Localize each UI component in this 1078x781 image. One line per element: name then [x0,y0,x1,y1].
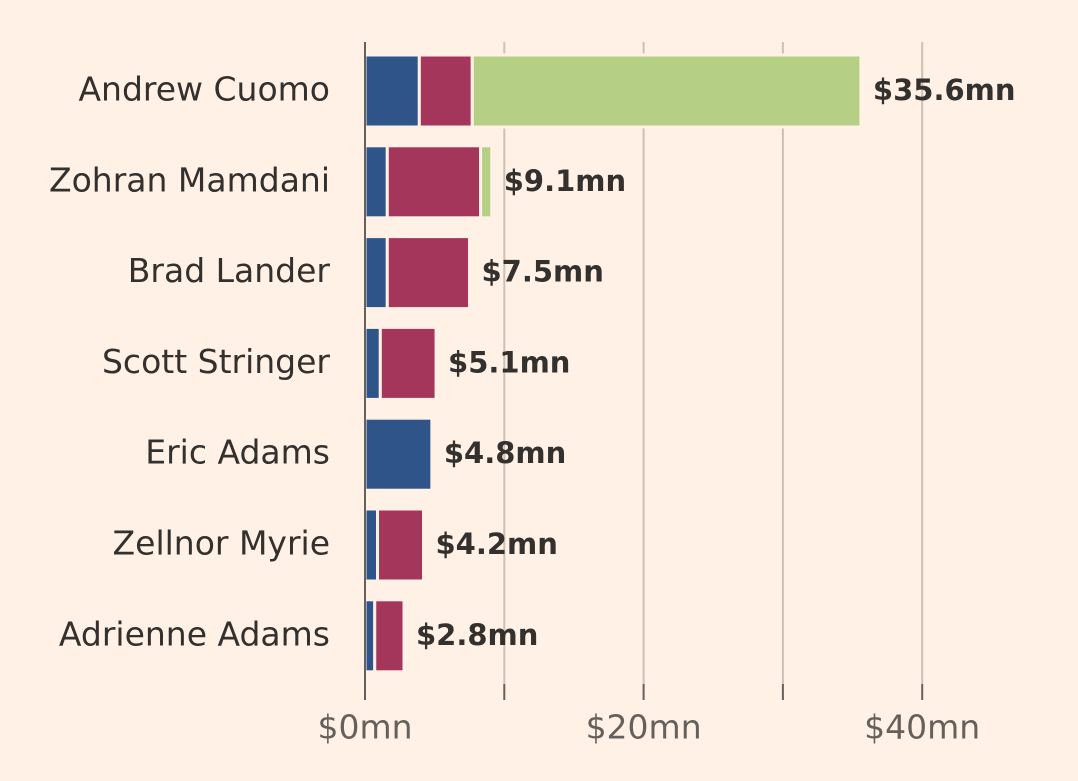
category-label: Zohran Mamdani [49,160,330,199]
bar-segment [363,416,434,492]
bar-segment [363,144,389,220]
bar-segment [385,235,471,311]
category-label: Adrienne Adams [59,614,330,653]
category-label: Brad Lander [128,251,331,290]
total-label: $5.1mn [448,345,570,379]
x-tick-label: $40mn [864,708,980,747]
bar-segment [373,598,406,674]
bar-segment [479,144,494,220]
bar-segment [376,507,426,583]
bar-segment [363,235,389,311]
bar-segment [363,507,380,583]
category-label: Andrew Cuomo [78,70,330,109]
bar-segment [378,325,438,401]
x-tick-label: $20mn [586,708,702,747]
total-label: $35.6mn [873,73,1016,107]
total-label: $7.5mn [481,255,603,289]
bar-segment [363,325,382,401]
bar-segment [385,144,483,220]
total-label: $4.8mn [444,436,566,470]
total-label: $9.1mn [504,164,626,198]
bar-segment [363,53,421,129]
category-label: Scott Stringer [102,342,330,381]
bar-segment [417,53,474,129]
x-tick-label: $0mn [317,708,412,747]
category-label: Eric Adams [145,433,330,472]
category-label: Zellnor Myrie [113,524,330,563]
bar-segment [470,53,863,129]
total-label: $2.8mn [416,618,538,652]
total-label: $4.2mn [436,527,558,561]
